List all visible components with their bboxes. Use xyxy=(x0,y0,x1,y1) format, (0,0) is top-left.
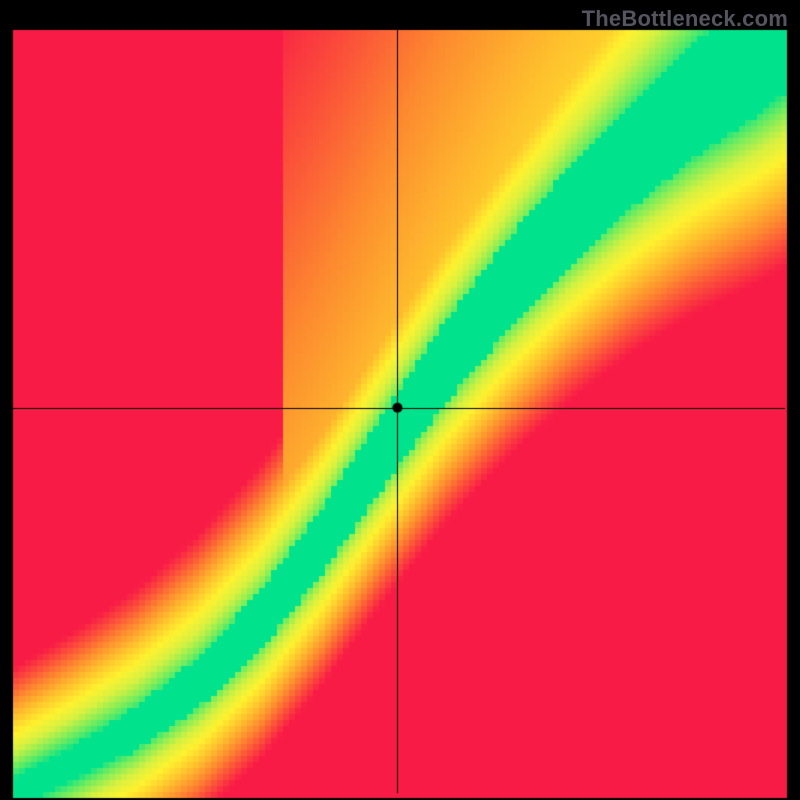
watermark-text: TheBottleneck.com xyxy=(582,6,788,32)
chart-container: TheBottleneck.com xyxy=(0,0,800,800)
heatmap-canvas xyxy=(0,0,800,800)
